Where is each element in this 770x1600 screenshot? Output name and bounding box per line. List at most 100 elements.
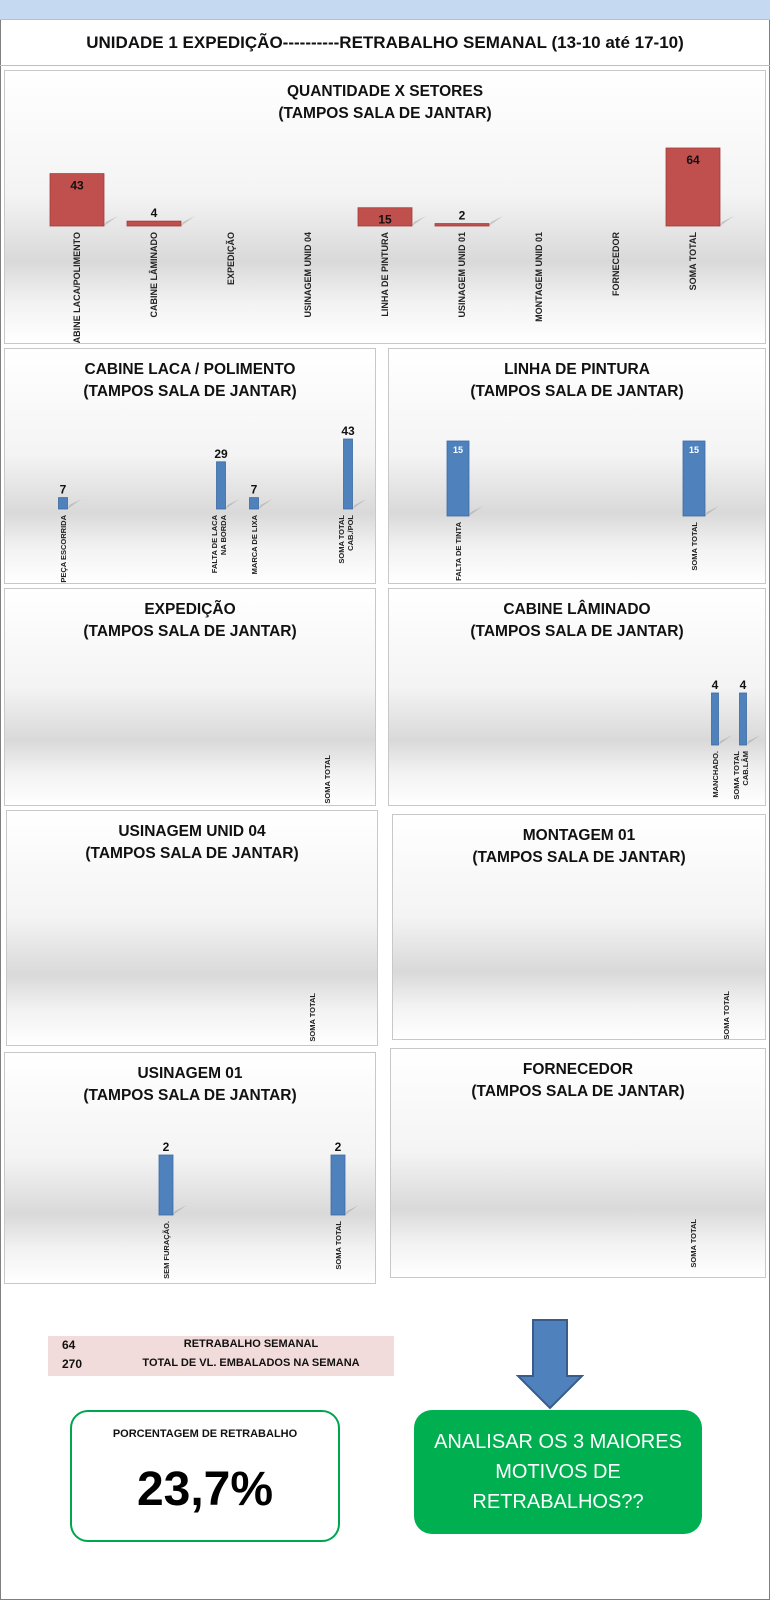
bar-shadow [345,1205,359,1215]
bar-shadow [67,499,82,509]
summary-value: 270 [62,1357,83,1371]
category-label: PEÇA ESCORRIDA [59,514,68,582]
bar [665,147,721,227]
bar-shadow [352,499,367,509]
category-label: SOMA TOTAL [337,515,346,564]
chart-plot: SOMA TOTAL [323,755,332,804]
bar-shadow [489,216,503,226]
chart-plot: SOMA TOTAL [689,1219,698,1268]
chart-fornecedor: SOMA TOTAL FORNECEDOR (TAMPOS SALA DE JAN… [390,1048,766,1278]
data-label: 15 [689,445,699,455]
bar [434,223,490,227]
data-label: 43 [70,179,84,193]
category-label: CABINE LACA/POLIMENTO [72,232,82,343]
chart-title: USINAGEM UNID 04 [118,823,266,840]
summary-row-embalados: 270 TOTAL DE VL. EMBALADOS NA SEMANA [48,1357,394,1377]
page-header: UNIDADE 1 EXPEDIÇÃO---------- RETRABALHO… [0,20,770,66]
data-label: 4 [740,678,747,692]
bar [446,440,470,517]
bar-shadow [258,499,273,509]
chart-subtitle: (TAMPOS SALA DE JANTAR) [83,1087,297,1104]
summary-table: 64 RETRABALHO SEMANAL 270 TOTAL DE VL. E… [48,1336,394,1376]
category-label: SOMA TOTAL [689,1219,698,1268]
chart-linha-pintura: 15 FALTA DE TINTA 15 SOMA TOTAL LINHA DE PI… [388,348,766,584]
category-label: CABINE LÂMINADO [148,232,159,318]
data-label: 2 [459,209,466,223]
chart-plot: 2 SEM FURAÇÃO. 2 SOMA TOTAL [158,1140,359,1279]
chart-plot: SOMA TOTAL [308,993,317,1042]
header-unit: UNIDADE 1 EXPEDIÇÃO---------- [86,32,340,52]
bar-shadow [469,506,483,516]
category-label: FALTA DE TINTA [454,521,463,580]
chart-subtitle: (TAMPOS SALA DE JANTAR) [470,383,684,400]
category-label: LINHA DE PINTURA [380,232,390,317]
chart-plot: 15 FALTA DE TINTA 15 SOMA TOTAL [446,440,719,581]
bar-shadow [173,1205,187,1215]
chart-title: FORNECEDOR [522,1061,634,1078]
data-label: 4 [712,678,719,692]
chart-title: EXPEDIÇÃO [144,601,236,618]
top-bar [0,0,770,20]
category-label: SOMA TOTAL [722,991,731,1039]
data-label: 64 [686,153,700,167]
category-label: EXPEDIÇÃO [226,232,236,285]
bar [682,440,706,517]
bar [49,173,105,227]
chart-expedicao: SOMA TOTAL EXPEDIÇÃO (TAMPOS SALA DE JANT… [4,588,376,806]
percentage-box: PORCENTAGEM DE RETRABALHO 23,7% [70,1410,340,1542]
chart-cabine-laca: 7 PEÇA ESCORRIDA 29 FALTA DE LACA NA BORDA 7 M… [4,348,376,584]
category-label: CAB./POL [346,515,355,551]
chart-usinagem-unid-04: SOMA TOTAL USINAGEM UNID 04 (TAMPOS SALA … [6,810,378,1046]
summary-row-retrabalho: 64 RETRABALHO SEMANAL [48,1338,394,1358]
chart-subtitle: (TAMPOS SALA DE JANTAR) [278,105,492,122]
summary-label: RETRABALHO SEMANAL [183,1338,319,1350]
category-label: SOMA TOTAL [323,755,332,804]
data-label: 29 [214,447,228,461]
chart-plot: 43 CABINE LACA/POLIMENTO 4 CABINE LÂMINADO E… [49,147,734,343]
category-label: SOMA TOTAL [308,993,317,1042]
chart-title: CABINE LÂMINADO [503,601,651,618]
bar [158,1154,174,1216]
chart-title: CABINE LACA / POLIMENTO [84,361,296,378]
bar-shadow [225,499,240,509]
bar [357,207,413,227]
bar-shadow [718,735,733,745]
percentage-value: 23,7% [136,1463,274,1516]
chart-title: MONTAGEM 01 [522,827,636,844]
bar-shadow [104,216,118,226]
data-label: 2 [335,1140,342,1154]
chart-plot: 4 MANCHADO. 4 SOMA TOTAL CAB.LÂM [711,678,761,800]
chart-subtitle: (TAMPOS SALA DE JANTAR) [85,845,299,862]
data-label: 7 [251,483,258,497]
chart-subtitle: (TAMPOS SALA DE JANTAR) [471,1083,685,1100]
category-label: FALTA DE LACA [210,514,219,573]
category-label: MARCA DE LIXA [250,514,259,574]
bar-shadow [705,506,719,516]
down-arrow-icon [516,1319,584,1410]
summary-value: 64 [62,1338,76,1352]
category-label: SEM FURAÇÃO. [162,1221,171,1279]
chart-cabine-laminado: 4 MANCHADO. 4 SOMA TOTAL CAB.LÂM CABINE LÂMI… [388,588,766,806]
chart-quantidade-setores: 43 CABINE LACA/POLIMENTO 4 CABINE LÂMINADO E… [4,70,766,344]
percentage-label: PORCENTAGEM DE RETRABALHO [112,1428,298,1440]
data-label: 15 [453,445,463,455]
bar [58,497,68,510]
category-label: MONTAGEM UNID 01 [534,232,544,322]
category-label: USINAGEM UNID 01 [457,232,467,318]
chart-title: USINAGEM 01 [137,1065,243,1082]
category-label: SOMA TOTAL [732,751,741,800]
data-label: 7 [60,483,67,497]
data-label: 43 [341,424,355,438]
bar [739,692,747,746]
bar [216,461,226,510]
chart-subtitle: (TAMPOS SALA DE JANTAR) [472,849,686,866]
bar [343,438,353,510]
chart-subtitle: (TAMPOS SALA DE JANTAR) [470,623,684,640]
action-box: ANALISAR OS 3 MAIORES MOTIVOS DE RETRABA… [414,1410,702,1534]
bar-shadow [746,735,761,745]
chart-subtitle: (TAMPOS SALA DE JANTAR) [83,623,297,640]
header-period: RETRABALHO SEMANAL (13-10 até 17-10) [339,32,684,52]
category-label: CAB.LÂM [741,751,750,786]
chart-plot: SOMA TOTAL [722,991,731,1039]
bar [126,220,182,227]
